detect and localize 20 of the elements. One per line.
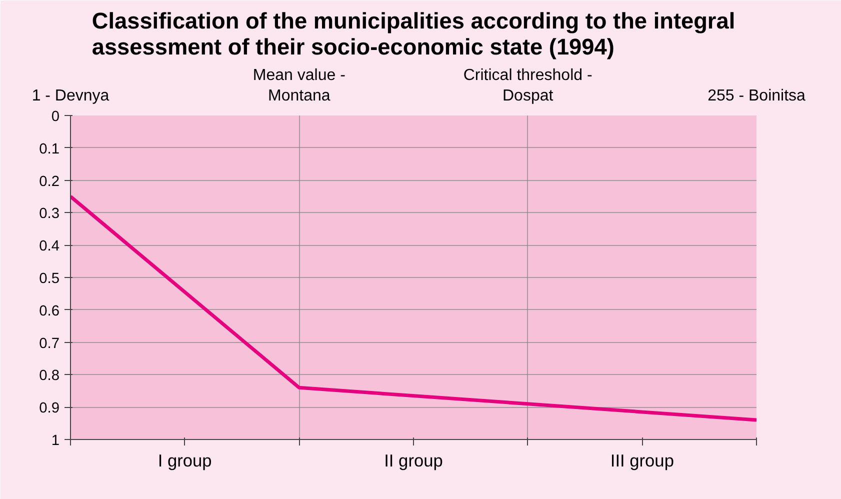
y-tick-label: 0.1 bbox=[39, 141, 60, 158]
y-tick-label: 0.9 bbox=[39, 400, 60, 417]
y-tick-label: 0.6 bbox=[39, 303, 60, 320]
x-tick-label: Mean value - Montana bbox=[252, 67, 346, 104]
chart-title: Classification of the municipalities according to the integral assessment of their socio-economic state (1994) bbox=[92, 8, 736, 60]
x-tick-label: Critical threshold - Dospat bbox=[463, 67, 592, 104]
y-tick-label: 0.8 bbox=[39, 368, 60, 384]
text: II group bbox=[384, 450, 443, 470]
y-tick-label: 0.4 bbox=[39, 238, 60, 255]
x-tick-label: 1 - Devnya bbox=[32, 88, 110, 104]
y-tick-label: 0.2 bbox=[39, 174, 60, 190]
text: I group bbox=[158, 450, 212, 470]
y-tick-label: 0.7 bbox=[39, 336, 60, 352]
y-tick-label: 0 bbox=[51, 109, 60, 125]
y-tick-label: 0.3 bbox=[39, 206, 60, 222]
y-tick-label: 1 bbox=[51, 433, 60, 449]
line-series bbox=[70, 194, 756, 422]
x-tick-label: 255 - Boinitsa bbox=[708, 88, 806, 104]
text: III group bbox=[610, 450, 674, 470]
y-tick-label: 0.5 bbox=[39, 271, 60, 287]
